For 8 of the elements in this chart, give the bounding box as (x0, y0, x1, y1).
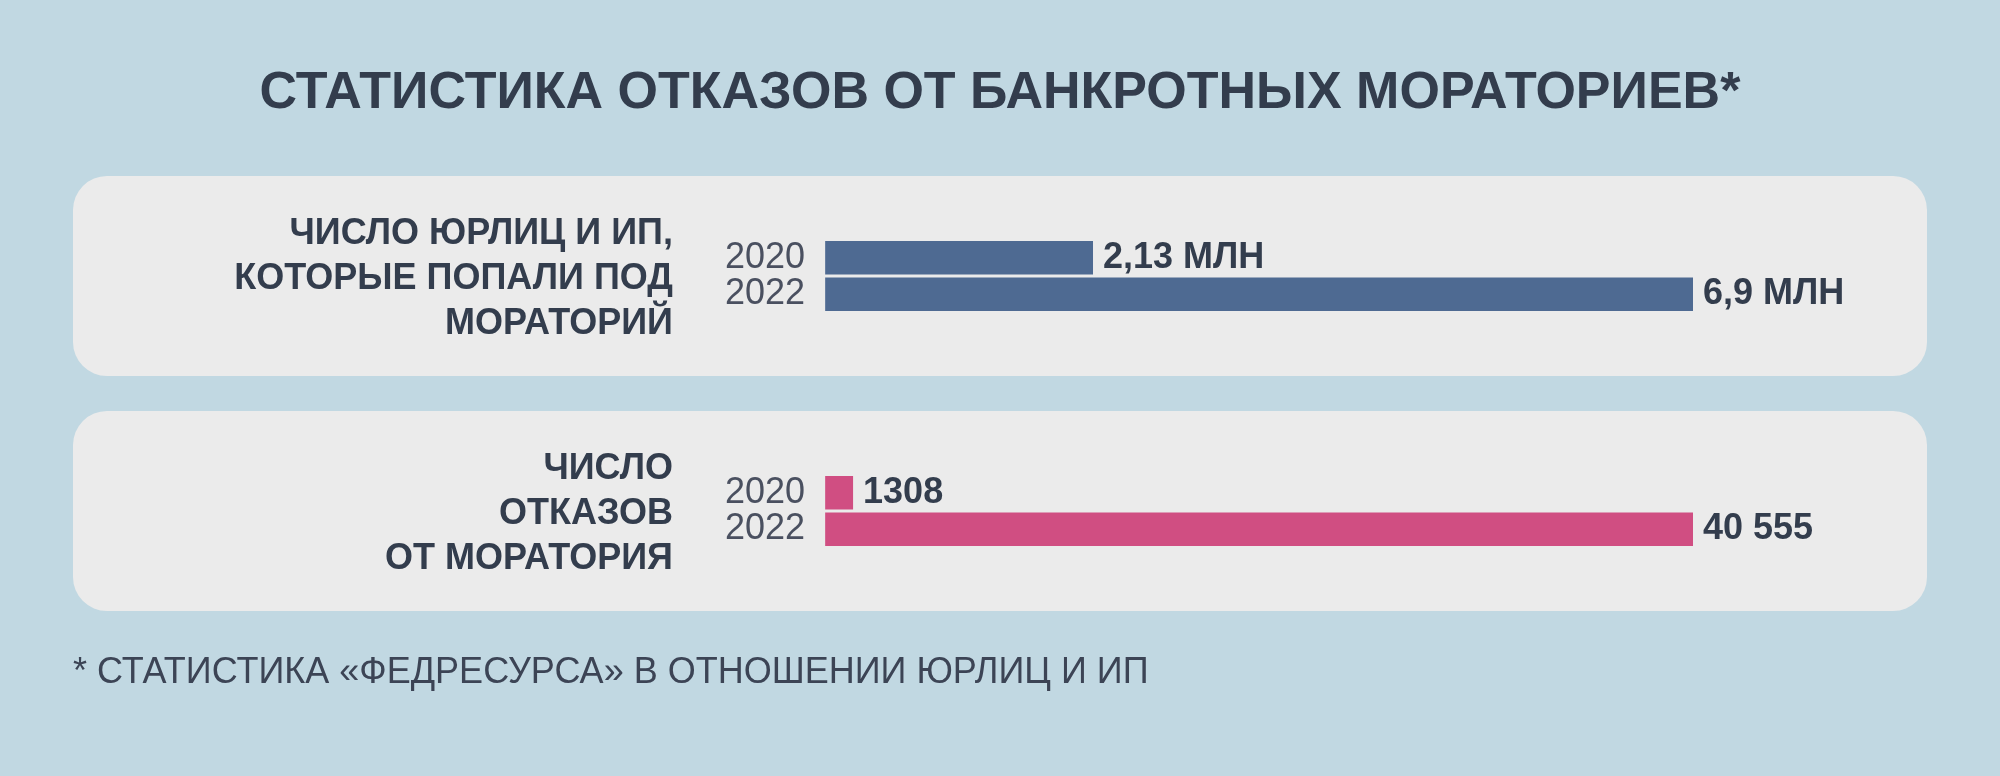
data-label: 40 555 (1703, 506, 1814, 548)
data-label: 6,9 МЛН (1703, 271, 1845, 313)
text: * СТАТИСТИКА «ФЕДРЕСУРСА» В ОТНОШЕНИИ ЮРЛИЦ И ИП (73, 650, 1149, 692)
y-axis-title: ЧИСЛО ЮРЛИЦ И ИП, КОТОРЫЕ ПОПАЛИ ПОД МОРАТОРИЙ (233, 209, 673, 344)
chart-title: СТАТИСТИКА ОТКАЗОВ ОТ БАНКРОТНЫХ МОРАТОРИЕВ* (258, 60, 1742, 120)
y-axis-title: ЧИСЛО ОТКАЗОВ ОТ МОРАТОРИЯ (384, 444, 673, 579)
data-label: 2,13 МЛН (1103, 234, 1265, 276)
data-label: 1308 (863, 469, 944, 511)
